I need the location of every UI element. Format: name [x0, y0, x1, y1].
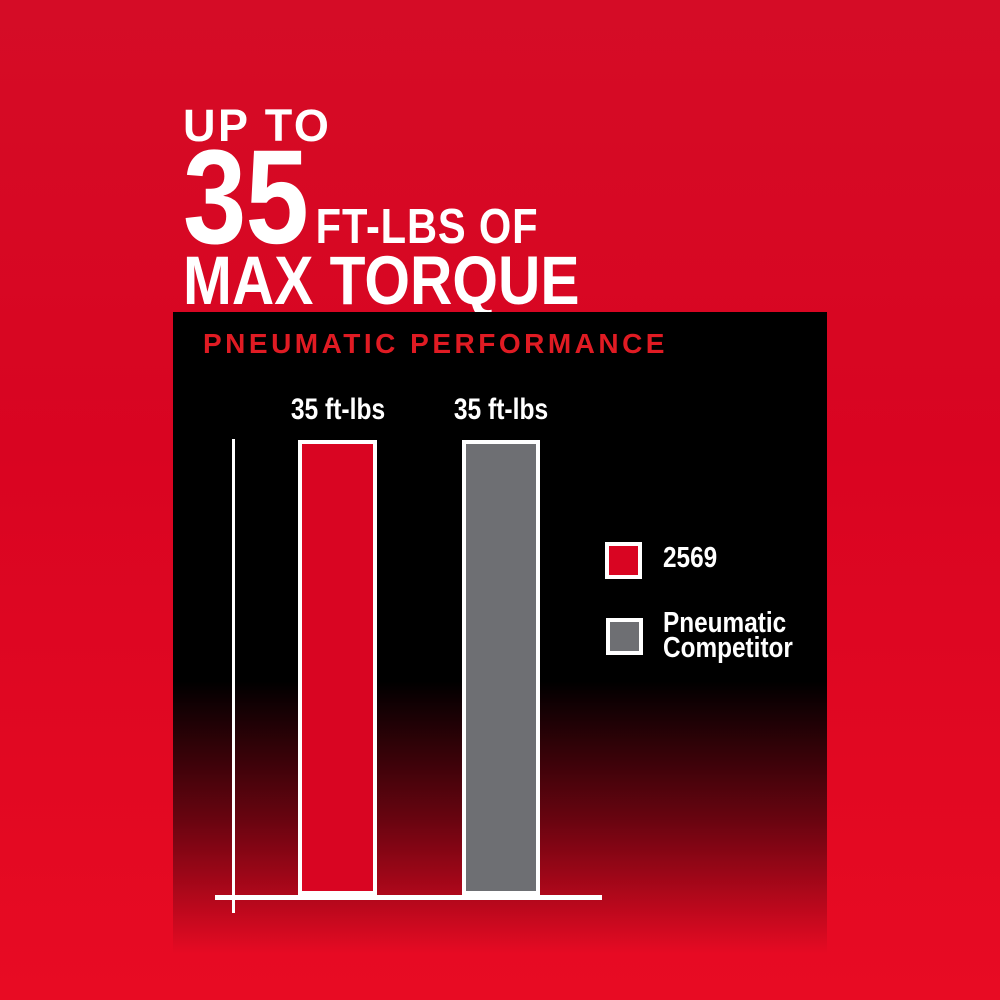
y-axis	[232, 439, 235, 913]
x-axis	[215, 895, 602, 900]
legend-label-2569: 2569	[663, 542, 718, 574]
legend-label-competitor: Pneumatic Competitor	[663, 607, 793, 664]
headline-unit: FT-LBS OF	[315, 200, 539, 254]
bar-value-label-2569: 35 ft-lbs	[290, 393, 386, 426]
legend-swatch-competitor	[606, 618, 643, 655]
headline-max-torque: MAX TORQUE	[183, 242, 580, 319]
chart-panel: PNEUMATIC PERFORMANCE 35 ft-lbs 35 ft-lb…	[173, 312, 827, 960]
bar-value-label-competitor: 35 ft-lbs	[453, 393, 549, 426]
chart-title: PNEUMATIC PERFORMANCE	[203, 328, 668, 359]
headline-big-number: 35	[183, 123, 309, 272]
legend-swatch-2569	[605, 542, 642, 579]
bar-2569	[298, 440, 377, 895]
bar-pneumatic-competitor	[462, 440, 540, 895]
headline-number-row: 35 FT-LBS OF	[183, 131, 538, 265]
headline-up-to: UP TO	[183, 100, 332, 151]
